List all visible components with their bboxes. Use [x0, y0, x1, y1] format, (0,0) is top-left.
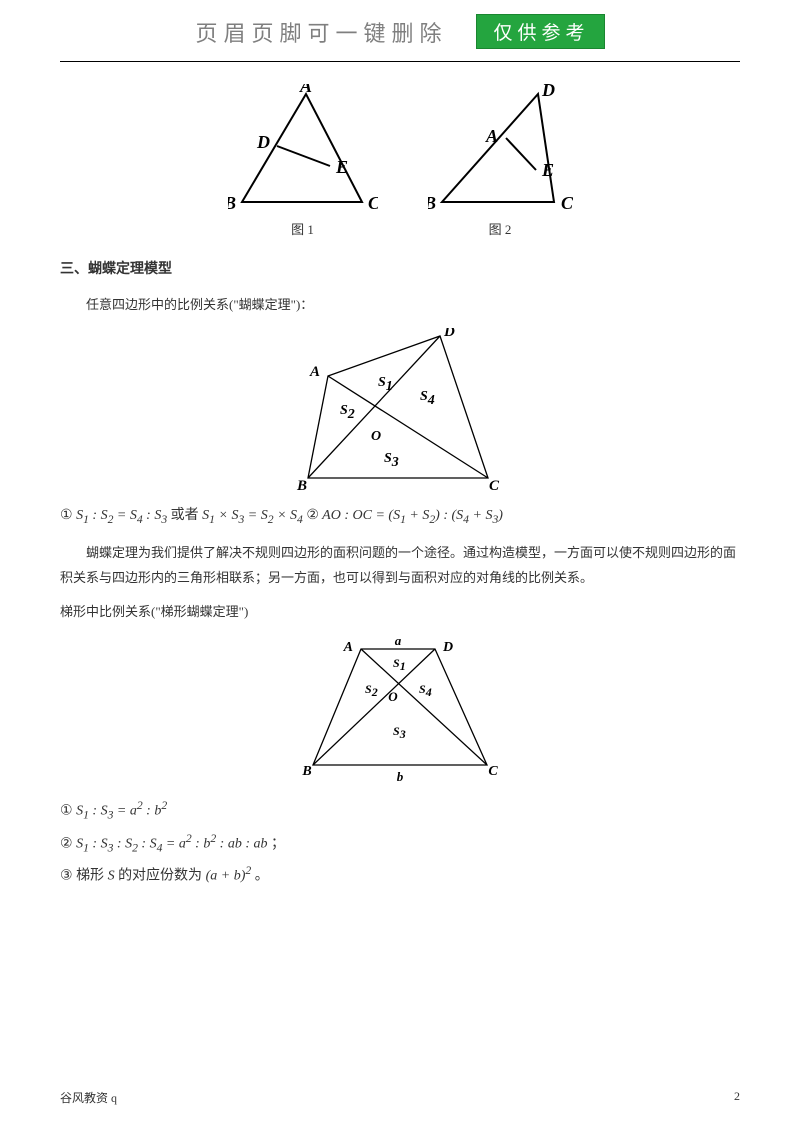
figure-4-svg: A D B C a b O S1 S2 S3 S4: [293, 635, 508, 785]
svg-text:D: D: [443, 328, 455, 340]
figure-1-caption: 图 1: [291, 218, 314, 243]
figure-1-svg: A B C D E: [228, 84, 378, 214]
svg-text:B: B: [301, 764, 311, 779]
svg-text:D: D: [442, 640, 453, 655]
svg-text:S1: S1: [393, 656, 406, 673]
header-title: 页眉页脚可一键删除: [195, 16, 447, 48]
trapezoid-formulas: ① S1 : S3 = a2 : b2 ② S1 : S3 : S2 : S4 …: [60, 795, 740, 891]
footer-right: 2: [734, 1089, 740, 1106]
trapezoid-intro: 梯形中比例关系("梯形蝴蝶定理"): [60, 600, 740, 625]
page-footer: 谷风教资 q 2: [60, 1089, 740, 1106]
svg-text:A: A: [298, 84, 311, 96]
svg-text:E: E: [335, 157, 348, 177]
svg-text:C: C: [489, 478, 500, 493]
svg-text:S4: S4: [420, 389, 435, 408]
svg-text:B: B: [296, 478, 307, 493]
svg-text:S1: S1: [378, 375, 393, 394]
svg-text:S3: S3: [384, 451, 399, 470]
svg-text:D: D: [256, 132, 270, 152]
figure-2: D A E B C 图 2: [428, 84, 573, 243]
svg-text:O: O: [388, 689, 398, 704]
svg-text:S4: S4: [419, 682, 432, 699]
svg-text:O: O: [371, 429, 381, 444]
header-badge: 仅供参考: [476, 14, 605, 49]
paragraph-body: 蝴蝶定理为我们提供了解决不规则四边形的面积问题的一个途径。通过构造模型，一方面可…: [60, 541, 740, 590]
svg-text:C: C: [368, 193, 378, 213]
svg-text:S2: S2: [340, 403, 355, 422]
footer-left: 谷风教资 q: [60, 1089, 117, 1106]
svg-text:B: B: [228, 193, 236, 213]
formula-3: ③ 梯形 S 的对应份数为 (a + b)2 。: [60, 860, 740, 890]
svg-text:E: E: [541, 160, 554, 180]
page-header: 页眉页脚可一键删除 仅供参考: [0, 0, 800, 57]
section-intro: 任意四边形中的比例关系("蝴蝶定理")：: [60, 293, 740, 318]
svg-text:C: C: [488, 764, 498, 779]
butterfly-formula: ① S1 : S2 = S4 : S3 或者 S1 × S3 = S2 × S4…: [60, 503, 740, 531]
svg-text:D: D: [541, 84, 555, 100]
page-content: A B C D E 图 1 D A E B C 图 2 三、蝴蝶定理模型 任意四…: [0, 62, 800, 891]
svg-text:b: b: [396, 769, 403, 784]
top-figure-row: A B C D E 图 1 D A E B C 图 2: [60, 84, 740, 243]
figure-2-svg: D A E B C: [428, 84, 573, 214]
svg-text:a: a: [394, 635, 401, 648]
svg-text:S3: S3: [393, 724, 406, 741]
figure-2-caption: 图 2: [489, 218, 512, 243]
svg-text:B: B: [428, 193, 436, 213]
figure-3-svg: A B C D O S1 S2 S3 S4: [280, 328, 520, 493]
figure-1: A B C D E 图 1: [228, 84, 378, 243]
svg-text:A: A: [309, 364, 320, 380]
figure-4: A D B C a b O S1 S2 S3 S4: [60, 635, 740, 785]
svg-text:S2: S2: [365, 682, 378, 699]
svg-text:A: A: [342, 640, 352, 655]
formula-2: ② S1 : S3 : S2 : S4 = a2 : b2 : ab : ab …: [60, 828, 740, 860]
svg-text:A: A: [484, 126, 497, 146]
formula-1: ① S1 : S3 = a2 : b2: [60, 795, 740, 827]
svg-text:C: C: [561, 193, 573, 213]
figure-3: A B C D O S1 S2 S3 S4: [60, 328, 740, 493]
section-title: 三、蝴蝶定理模型: [60, 257, 740, 284]
